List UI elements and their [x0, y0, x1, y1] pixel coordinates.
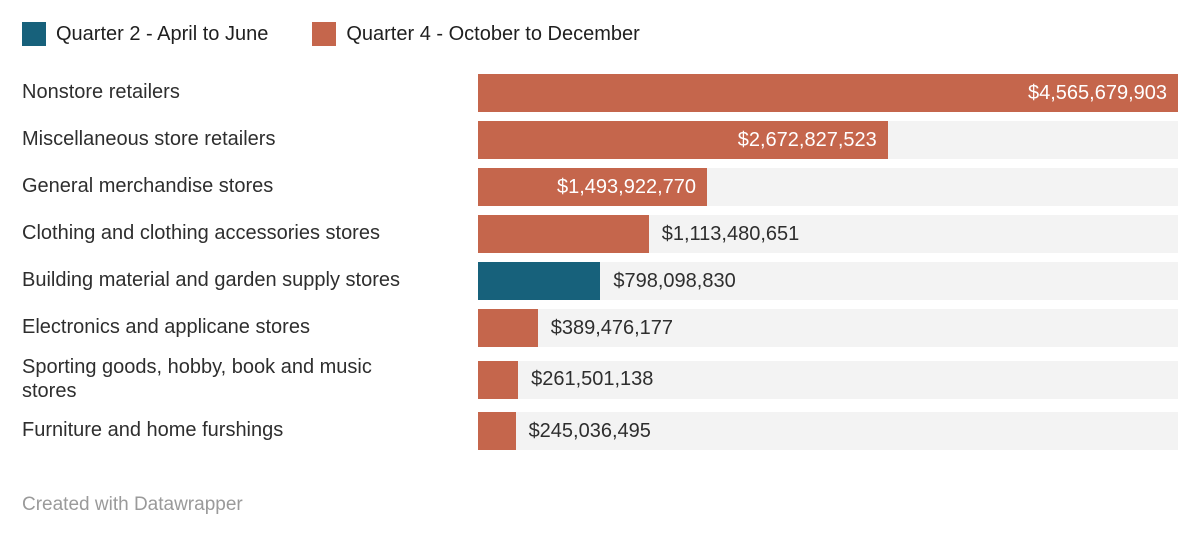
bar-track: $4,565,679,903	[478, 74, 1178, 112]
bar	[478, 360, 519, 399]
legend-label-quarter2: Quarter 2 - April to June	[56, 23, 269, 45]
bar: $1,493,922,770	[478, 168, 708, 206]
chart-row: Furniture and home furshings $245,036,49…	[22, 412, 1178, 450]
value-label-inside: $4,565,679,903	[1027, 81, 1167, 104]
category-label: Miscellaneous store retailers	[22, 128, 276, 151]
chart-row: Clothing and clothing accessories stores…	[22, 215, 1178, 253]
category-label: Electronics and applicane stores	[22, 316, 310, 339]
legend-item-quarter2: Quarter 2 - April to June	[22, 22, 268, 46]
chart-footer: Created with Datawrapper	[22, 494, 1178, 516]
value-label-outside: $1,113,480,651	[661, 222, 800, 245]
legend-label-quarter4: Quarter 4 - October to December	[346, 23, 640, 45]
category-label: Furniture and home furshings	[22, 419, 284, 442]
legend: Quarter 2 - April to June Quarter 4 - Oc…	[22, 22, 1178, 46]
bar-track: $2,672,827,523	[478, 121, 1178, 159]
category-label: Clothing and clothing accessories stores	[22, 222, 380, 245]
value-label-inside: $1,493,922,770	[557, 175, 697, 198]
category-label: Sporting goods, hobby, book and music st…	[22, 356, 372, 402]
bar-track: $245,036,495	[478, 412, 1178, 450]
chart-row: Sporting goods, hobby, book and music st…	[22, 356, 1178, 403]
bar-track: $1,493,922,770	[478, 168, 1178, 206]
bar	[478, 309, 538, 347]
bar	[478, 215, 649, 253]
chart-row: Nonstore retailers $4,565,679,903	[22, 74, 1178, 112]
category-label: Building material and garden supply stor…	[22, 269, 400, 292]
chart-row: General merchandise stores $1,493,922,77…	[22, 168, 1178, 206]
legend-item-quarter4: Quarter 4 - October to December	[312, 22, 640, 46]
category-label: General merchandise stores	[22, 175, 274, 198]
bar: $2,672,827,523	[478, 121, 888, 159]
chart-row: Miscellaneous store retailers $2,672,827…	[22, 121, 1178, 159]
bar	[478, 412, 516, 450]
datawrapper-bar-chart: Quarter 2 - April to June Quarter 4 - Oc…	[22, 22, 1178, 516]
legend-swatch-quarter2	[22, 22, 46, 46]
legend-swatch-quarter4	[312, 22, 337, 46]
bar-track: $389,476,177	[478, 309, 1178, 347]
bar-chart-rows: Nonstore retailers $4,565,679,903 Miscel…	[22, 74, 1178, 450]
bar: $4,565,679,903	[478, 74, 1178, 112]
chart-row: Building material and garden supply stor…	[22, 262, 1178, 300]
value-label-outside: $798,098,830	[613, 269, 736, 292]
bar-track: $261,501,138	[478, 360, 1178, 399]
bar	[478, 262, 601, 300]
category-label: Nonstore retailers	[22, 81, 180, 104]
value-label-outside: $245,036,495	[528, 419, 651, 442]
value-label-outside: $261,501,138	[531, 368, 654, 390]
datawrapper-credit-link[interactable]: Created with Datawrapper	[22, 494, 243, 515]
value-label-outside: $389,476,177	[550, 316, 674, 339]
value-label-inside: $2,672,827,523	[737, 128, 877, 151]
bar-track: $1,113,480,651	[478, 215, 1178, 253]
chart-row: Electronics and applicane stores $389,47…	[22, 309, 1178, 347]
bar-track: $798,098,830	[478, 262, 1178, 300]
